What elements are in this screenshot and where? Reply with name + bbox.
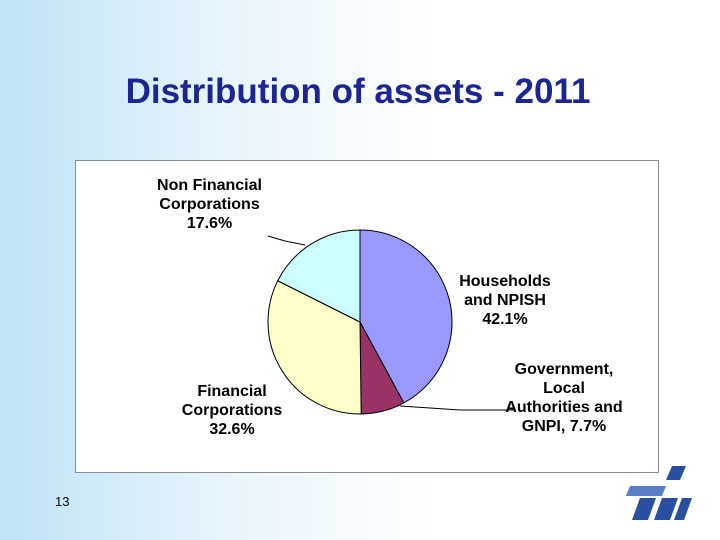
category-label: Financial Corporations xyxy=(181,383,283,419)
value-label: 32.6% xyxy=(209,421,255,438)
chart-title: Distribution of assets - 2011 xyxy=(125,72,591,111)
page-number: 13 xyxy=(55,494,70,509)
slice-label: Households and NPISH 42.1% xyxy=(445,272,565,329)
slice-label: Government, Local Authorities and GNPI, … xyxy=(505,360,623,436)
value-label: 17.6% xyxy=(186,215,233,232)
category-label: Households and NPISH xyxy=(459,273,551,309)
leader-line xyxy=(267,235,306,246)
slice-label: Financial Corporations 32.6% xyxy=(172,382,292,439)
logo xyxy=(626,466,692,520)
pie-slice xyxy=(359,229,453,404)
value-label: 7.7% xyxy=(569,418,607,435)
slice-label: Non Financial Corporations 17.6% xyxy=(152,176,267,233)
category-label: Non Financial Corporations xyxy=(157,177,262,213)
pie-slice xyxy=(267,280,362,415)
leader-line xyxy=(399,405,516,411)
category-label: Government, Local Authorities and GNPI, xyxy=(505,361,623,435)
value-label: 42.1% xyxy=(482,311,528,328)
pie-slice xyxy=(277,229,361,323)
